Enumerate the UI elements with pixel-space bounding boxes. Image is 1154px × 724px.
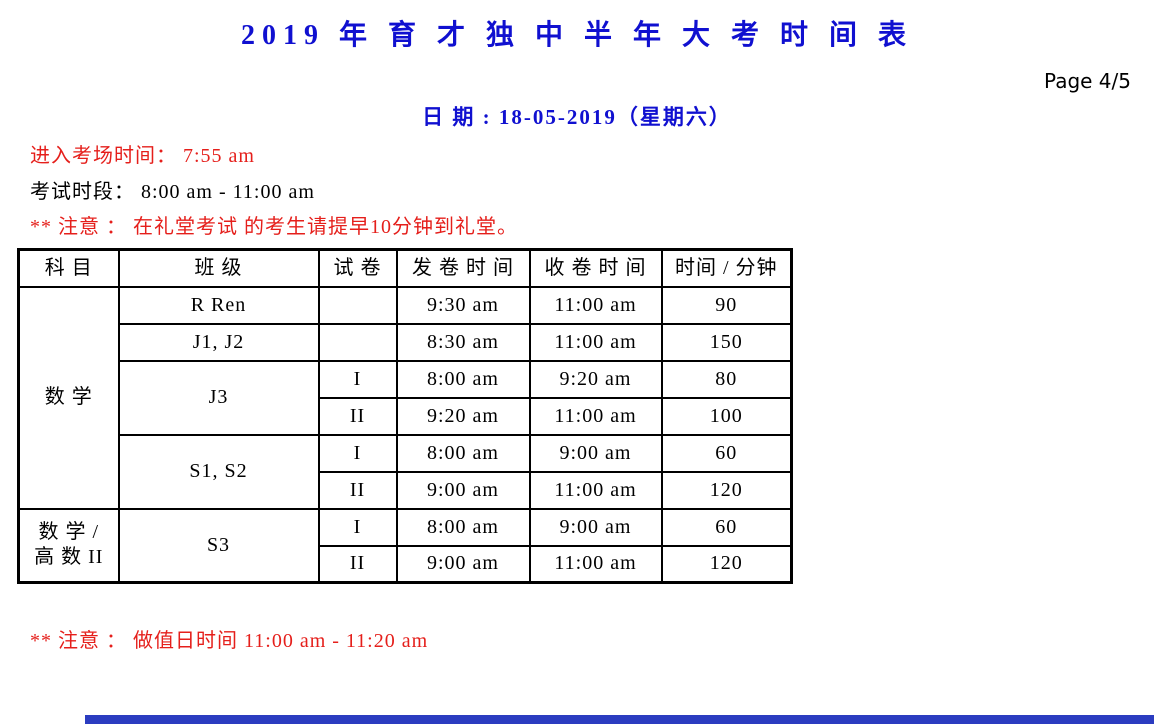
header-issue-time: 发 卷 时 间 <box>395 248 531 288</box>
header-class: 班 级 <box>117 248 320 288</box>
cell-collect: 9:00 am <box>528 433 663 473</box>
cell-paper: II <box>317 396 398 436</box>
cell-minutes: 120 <box>660 470 793 510</box>
cell-minutes: 150 <box>660 322 793 362</box>
cell-subject-math: 数 学 <box>17 285 120 510</box>
bottom-window-edge-bar <box>85 715 1154 724</box>
cell-collect: 9:20 am <box>528 359 663 399</box>
cell-collect: 9:00 am <box>528 507 663 547</box>
cell-paper: I <box>317 433 398 473</box>
header-paper: 试 卷 <box>317 248 398 288</box>
cell-issue: 9:00 am <box>395 470 531 510</box>
cell-minutes: 60 <box>660 433 793 473</box>
table-row: 数 学 / 高 数 II S3 I 8:00 am 9:00 am 60 <box>17 507 793 584</box>
cell-subject-math-adv: 数 学 / 高 数 II <box>17 507 120 584</box>
header-collect-time: 收 卷 时 间 <box>528 248 663 288</box>
hall-notice-line: ** 注意 ： 在礼堂考试 的考生请提早10分钟到礼堂。 <box>30 216 518 238</box>
cell-paper: II <box>317 470 398 510</box>
exam-timetable: 科 目 班 级 试 卷 发 卷 时 间 收 卷 时 间 时间 / 分钟 数 学 … <box>17 248 793 584</box>
table-header-row: 科 目 班 级 试 卷 发 卷 时 间 收 卷 时 间 时间 / 分钟 <box>17 248 793 288</box>
table-row: II 9:20 am 11:00 am 100 <box>19 396 793 436</box>
exam-session-line: 考试时段： 8:00 am - 11:00 am <box>30 181 315 203</box>
header-subject: 科 目 <box>17 248 120 288</box>
cell-issue: 9:00 am <box>395 544 531 584</box>
page-title: 2019 年 育 才 独 中 半 年 大 考 时 间 表 <box>240 20 913 51</box>
cell-minutes: 120 <box>660 544 793 584</box>
cell-collect: 11:00 am <box>528 396 663 436</box>
cell-paper: II <box>317 544 398 584</box>
cell-issue: 8:00 am <box>395 507 531 547</box>
cell-class: S1, S2 <box>117 433 320 510</box>
cell-issue: 8:30 am <box>395 322 531 362</box>
table-row: II 9:00 am 11:00 am 120 <box>19 544 793 584</box>
cell-class: R Ren <box>117 285 320 325</box>
cell-class: J3 <box>117 359 320 436</box>
exam-date: 日 期 : 18-05-2019（星期六） <box>422 105 732 129</box>
table-row: J1, J2 8:30 am 11:00 am 150 <box>19 322 793 362</box>
subject-math-adv-line2: 高 数 II <box>34 546 104 569</box>
cell-minutes: 100 <box>660 396 793 436</box>
table-row: 数 学 R Ren 9:30 am 11:00 am 90 <box>17 285 793 510</box>
entry-time-line: 进入考场时间： 7:55 am <box>30 145 255 167</box>
cell-issue: 9:30 am <box>395 285 531 325</box>
cell-minutes: 90 <box>660 285 793 325</box>
cell-minutes: 80 <box>660 359 793 399</box>
cell-minutes: 60 <box>660 507 793 547</box>
duty-notice-line: ** 注意 ： 做值日时间 11:00 am - 11:20 am <box>30 630 429 652</box>
table-row: J3 I 8:00 am 9:20 am 80 <box>19 359 793 436</box>
page-number: Page 4/5 <box>1044 69 1131 93</box>
cell-class: S3 <box>117 507 320 584</box>
cell-collect: 11:00 am <box>528 285 663 325</box>
cell-collect: 11:00 am <box>528 544 663 584</box>
cell-issue: 8:00 am <box>395 433 531 473</box>
cell-collect: 11:00 am <box>528 322 663 362</box>
header-minutes: 时间 / 分钟 <box>660 248 793 288</box>
cell-issue: 9:20 am <box>395 396 531 436</box>
subject-math-adv-line1: 数 学 / <box>38 521 100 544</box>
table-row: S1, S2 I 8:00 am 9:00 am 60 <box>19 433 793 510</box>
cell-issue: 8:00 am <box>395 359 531 399</box>
cell-collect: 11:00 am <box>528 470 663 510</box>
cell-paper: I <box>317 507 398 547</box>
table-row: II 9:00 am 11:00 am 120 <box>19 470 793 510</box>
cell-paper: I <box>317 359 398 399</box>
cell-paper <box>317 322 398 362</box>
cell-class: J1, J2 <box>117 322 320 362</box>
cell-paper <box>317 285 398 325</box>
